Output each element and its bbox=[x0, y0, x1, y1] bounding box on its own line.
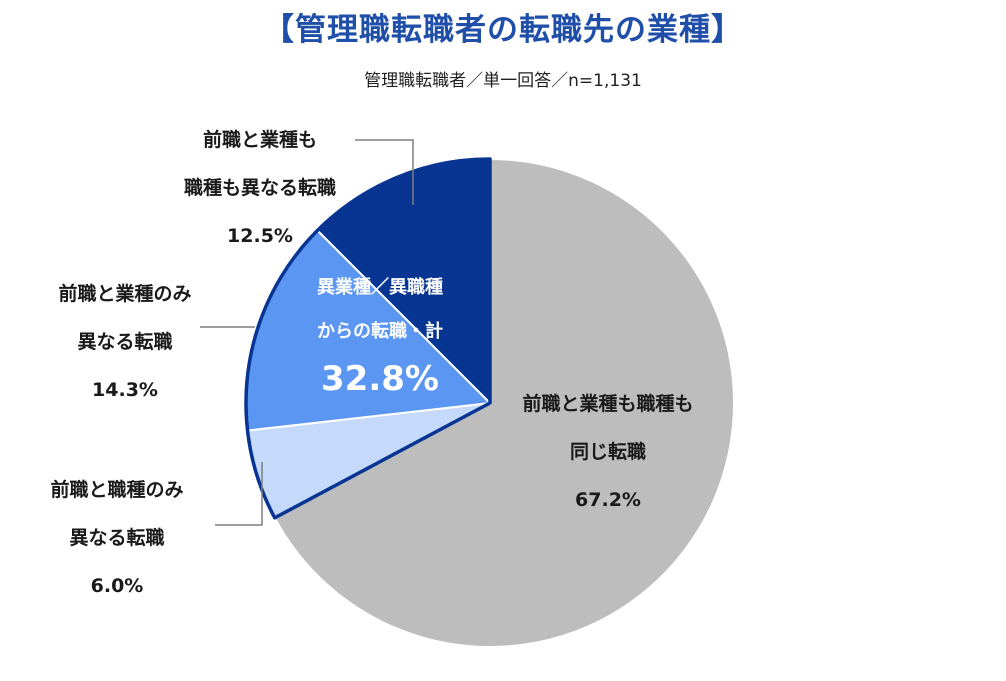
group-annotation: 異業種／異職種 からの転職・計 32.8% bbox=[285, 266, 475, 404]
chart-title: 【管理職転職者の転職先の業種】 bbox=[263, 12, 743, 48]
slice-label-line: 異なる転職 bbox=[77, 331, 173, 353]
group-outline-path bbox=[244, 157, 492, 520]
group-annotation-value: 32.8% bbox=[321, 359, 439, 399]
pie-slice-0 bbox=[273, 157, 735, 648]
slice-label-line: 異なる転職 bbox=[69, 527, 165, 549]
slice-label-line: 職種も異なる転職 bbox=[183, 177, 336, 199]
slice-label-line: 前職と業種も bbox=[202, 129, 317, 151]
slice-label-line: 前職と職種のみ bbox=[50, 479, 184, 501]
slice-value: 12.5% bbox=[227, 225, 293, 247]
slice-value: 67.2% bbox=[575, 489, 641, 511]
slice-label-industry-only: 前職と業種のみ 異なる転職 14.3% bbox=[20, 270, 230, 414]
slice-label-line: 前職と業種のみ bbox=[58, 283, 192, 305]
chart-subtitle: 管理職転職者／単一回答／n=1,131 bbox=[364, 71, 642, 91]
slice-label-both-different: 前職と業種も 職種も異なる転職 12.5% bbox=[145, 116, 375, 260]
leader-lines bbox=[200, 139, 414, 526]
slice-label-same: 前職と業種も職種も 同じ転職 67.2% bbox=[478, 380, 738, 524]
group-annotation-line: 異業種／異職種 bbox=[317, 277, 443, 298]
slice-value: 6.0% bbox=[90, 575, 144, 597]
group-outline bbox=[244, 157, 492, 520]
slice-label-occupation-only: 前職と職種のみ 異なる転職 6.0% bbox=[12, 466, 222, 610]
leader-line-slice-3 bbox=[355, 139, 414, 205]
slice-value: 14.3% bbox=[92, 379, 158, 401]
group-annotation-line: からの転職・計 bbox=[317, 321, 443, 342]
leader-line-slice-1 bbox=[215, 462, 263, 526]
slice-label-line: 前職と業種も職種も bbox=[522, 393, 694, 415]
slice-label-line: 同じ転職 bbox=[569, 441, 646, 463]
